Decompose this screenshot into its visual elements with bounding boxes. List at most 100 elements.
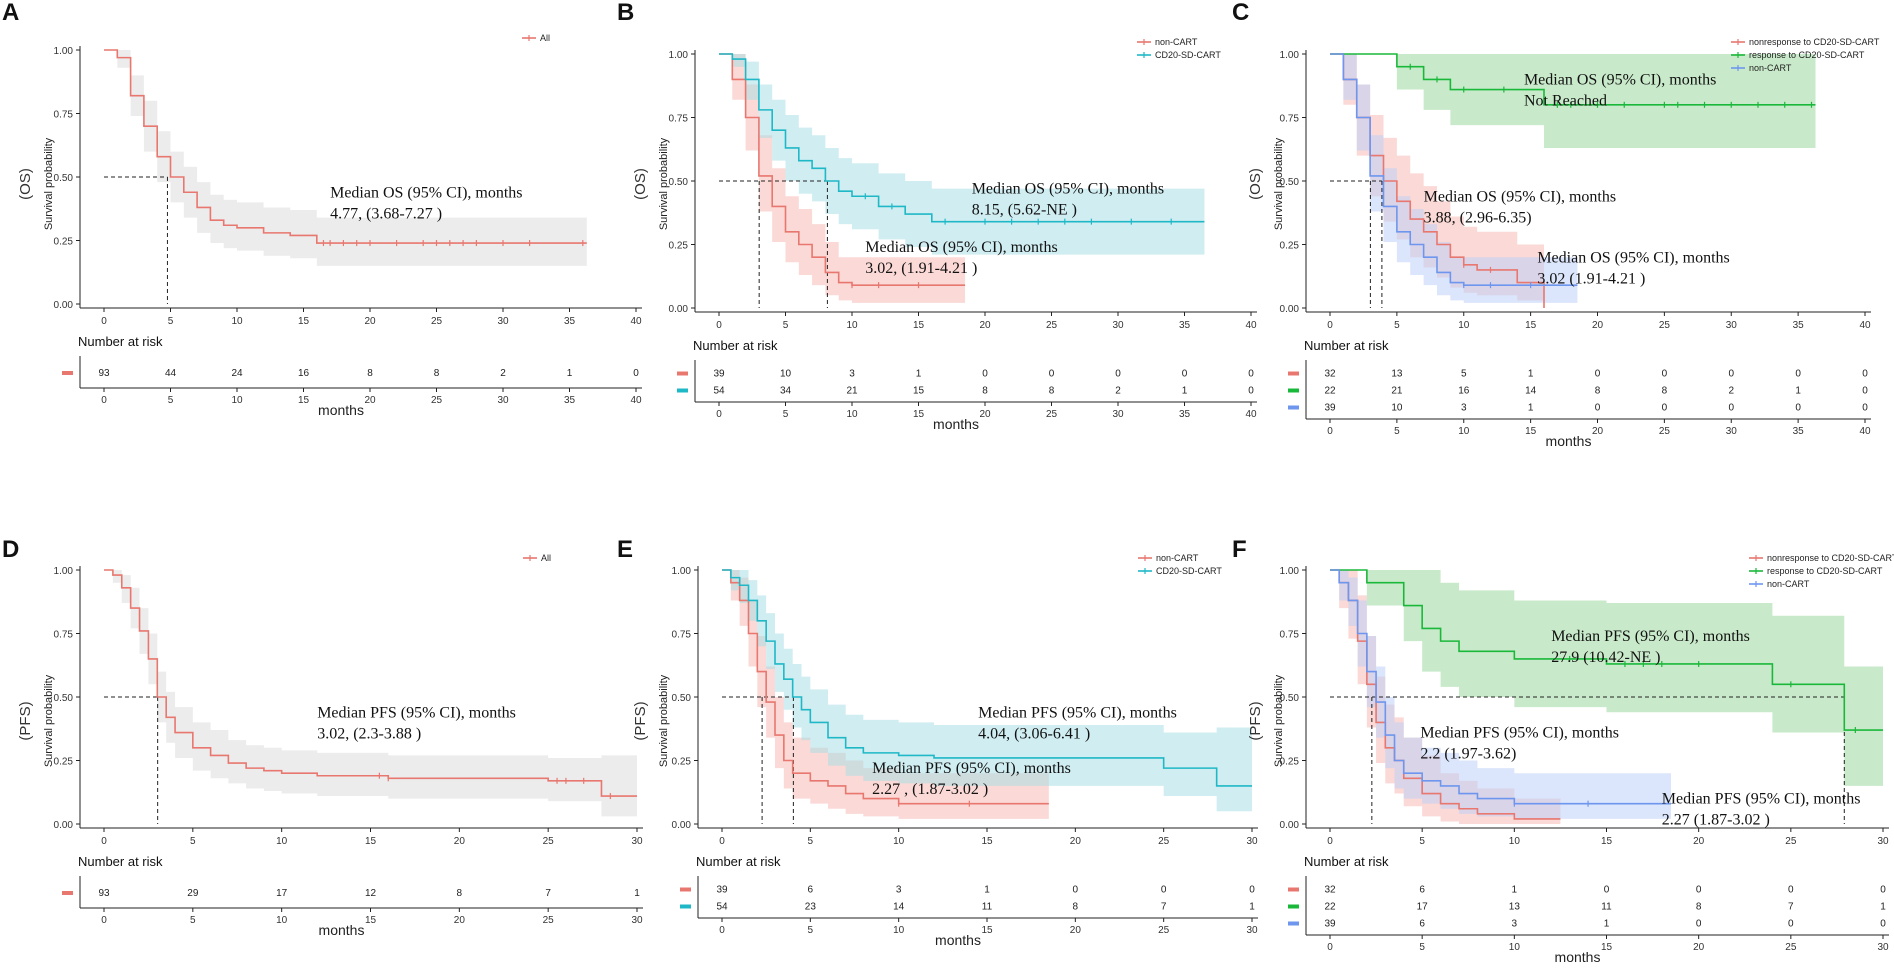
ci-band [1330, 54, 1816, 148]
risk-x-tick-label: 40 [630, 395, 642, 406]
x-tick-label: 10 [276, 836, 288, 847]
risk-value: 0 [1862, 403, 1868, 414]
risk-value: 0 [1862, 386, 1868, 397]
risk-value: 0 [1696, 885, 1702, 896]
risk-value: 0 [1115, 369, 1121, 380]
x-tick-label: 10 [893, 836, 905, 847]
risk-value: 0 [1788, 885, 1794, 896]
y-tick-label: 0.75 [54, 110, 74, 121]
median-annotation: Median PFS (95% CI), months [317, 704, 516, 721]
risk-x-tick-label: 15 [981, 925, 993, 936]
survival-curve [722, 569, 1049, 805]
risk-value: 1 [1880, 902, 1886, 913]
risk-value: 0 [1249, 885, 1255, 896]
y-tick-label: 0.75 [54, 630, 74, 641]
legend-label: non-CART [1155, 37, 1198, 47]
ci-band [1330, 54, 1544, 308]
y-tick-label: 0.75 [1280, 114, 1300, 125]
risk-x-tick-label: 30 [1112, 409, 1124, 420]
risk-value: 0 [1728, 369, 1734, 380]
median-annotation: 2.2 (1.97-3.62) [1420, 746, 1516, 763]
risk-table-title: Number at risk [696, 854, 781, 869]
risk-value: 0 [1248, 386, 1254, 397]
risk-value: 1 [567, 368, 573, 379]
y-tick-label: 1.00 [669, 50, 689, 61]
x-tick-label: 20 [1070, 836, 1082, 847]
risk-value: 8 [1073, 902, 1079, 913]
x-tick-label: 25 [1046, 320, 1058, 331]
legend-label: non-CART [1767, 579, 1810, 589]
y-tick-label: 1.00 [1280, 566, 1300, 577]
risk-x-axis-label: months [933, 416, 979, 432]
y-tick-label: 0.50 [672, 693, 692, 704]
ci-band [722, 570, 1252, 812]
risk-value: 8 [1595, 386, 1601, 397]
y-axis-label: Survival probability [1273, 674, 1285, 767]
x-tick-label: 5 [190, 836, 196, 847]
legend-label: All [541, 553, 551, 563]
risk-value: 0 [1696, 919, 1702, 930]
x-tick-label: 5 [783, 320, 789, 331]
y-tick-label: 0.25 [54, 757, 74, 768]
median-annotation: 2.27 , (1.87-3.02 ) [872, 781, 988, 798]
risk-value: 0 [1182, 369, 1188, 380]
risk-value: 1 [1528, 403, 1534, 414]
risk-value: 39 [713, 369, 725, 380]
risk-value: 23 [805, 902, 817, 913]
risk-x-tick-label: 25 [1046, 409, 1058, 420]
x-tick-label: 10 [1509, 836, 1521, 847]
x-tick-label: 10 [846, 320, 858, 331]
median-annotation: 3.88, (2.96-6.35) [1424, 209, 1532, 226]
outer-label: (OS) [1247, 168, 1264, 200]
median-annotation: 27.9 (10.42-NE ) [1551, 649, 1660, 666]
median-annotation: 4.04, (3.06-6.41 ) [978, 725, 1090, 742]
risk-x-tick-label: 35 [1179, 409, 1191, 420]
risk-row-swatch [677, 371, 688, 376]
risk-value: 7 [545, 888, 551, 899]
x-tick-label: 0 [719, 836, 725, 847]
y-tick-label: 0.75 [672, 630, 692, 641]
outer-label: (PFS) [17, 701, 34, 740]
risk-x-tick-label: 10 [846, 409, 858, 420]
legend-label: All [540, 33, 550, 43]
risk-value: 1 [916, 369, 922, 380]
panel-letter: D [2, 536, 19, 563]
panel-letter: A [2, 0, 19, 26]
risk-value: 0 [1248, 369, 1254, 380]
risk-x-tick-label: 25 [1158, 925, 1170, 936]
risk-table-title: Number at risk [78, 854, 163, 869]
risk-x-tick-label: 10 [231, 395, 243, 406]
risk-value: 10 [1391, 403, 1403, 414]
x-tick-label: 40 [1245, 320, 1257, 331]
risk-value: 39 [1324, 403, 1336, 414]
risk-value: 0 [1795, 369, 1801, 380]
risk-value: 0 [1595, 369, 1601, 380]
x-tick-label: 20 [979, 320, 991, 331]
risk-row-swatch [1288, 887, 1299, 892]
risk-value: 93 [98, 888, 110, 899]
panel-letter: B [617, 0, 634, 26]
risk-x-tick-label: 20 [454, 915, 466, 926]
y-tick-label: 0.75 [1280, 630, 1300, 641]
panel-letter: E [617, 536, 633, 563]
risk-value: 0 [1788, 919, 1794, 930]
risk-x-tick-label: 40 [1859, 426, 1871, 437]
risk-value: 0 [1795, 403, 1801, 414]
panel-f: F (PFS) Survival probability 0.00 0.25 0.50 0.… [1232, 536, 1894, 965]
y-axis-label: Survival probability [43, 674, 55, 767]
risk-row-swatch [1288, 388, 1299, 393]
risk-row-swatch [677, 388, 688, 393]
risk-row-swatch [680, 904, 691, 909]
legend-label: CD20-SD-CART [1155, 50, 1221, 60]
risk-value: 16 [1458, 386, 1470, 397]
risk-x-tick-label: 10 [1509, 942, 1521, 953]
outer-label: (PFS) [1247, 701, 1264, 740]
risk-x-tick-label: 5 [190, 915, 196, 926]
x-tick-label: 5 [808, 836, 814, 847]
risk-value: 2 [1728, 386, 1734, 397]
x-tick-label: 25 [431, 316, 443, 327]
risk-x-axis-label: months [318, 402, 364, 418]
x-tick-label: 25 [543, 836, 555, 847]
x-tick-label: 10 [1458, 320, 1470, 331]
legend-label: non-CART [1156, 553, 1199, 563]
